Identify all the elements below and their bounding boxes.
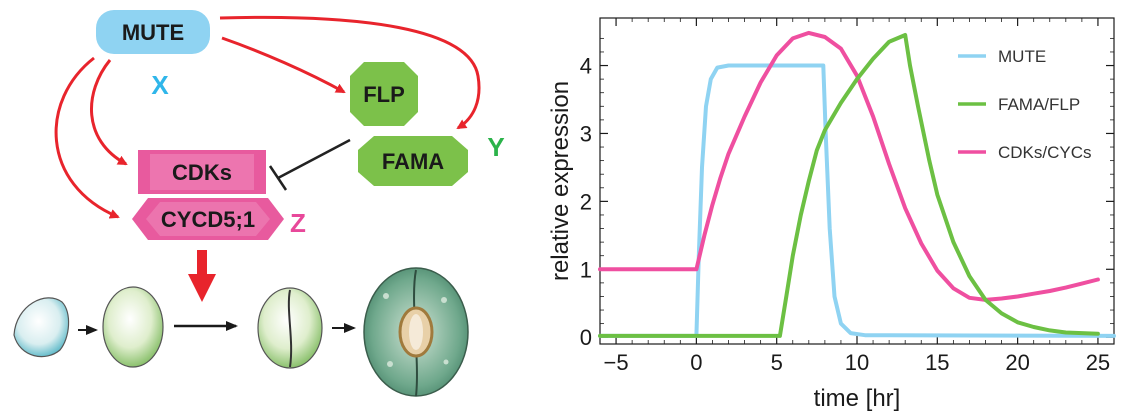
- y-tick-label: 2: [580, 189, 592, 214]
- x-tick-label: 25: [1086, 350, 1110, 375]
- legend-label: MUTE: [998, 47, 1046, 66]
- series-line-mute: [598, 63, 1116, 338]
- cycd5-node-label: CYCD5;1: [161, 207, 255, 232]
- arrow-mute-to-fama: [219, 15, 481, 130]
- inhibition-fama-cdks: [268, 138, 351, 191]
- chart-legend: MUTE FAMA/FLP CDKs/CYCs: [958, 47, 1092, 162]
- cell-gmc: [102, 286, 164, 368]
- flp-node-label: FLP: [363, 82, 405, 107]
- cdks-node: CDKs: [138, 150, 266, 194]
- arrow-mute-to-cycd: [54, 56, 120, 219]
- arrow-mute-to-flp: [221, 36, 346, 94]
- arrow-mute-to-cdks: [90, 59, 128, 166]
- division-arrow: [188, 250, 216, 302]
- mute-node: MUTE: [96, 10, 210, 54]
- y-tick-label: 1: [580, 257, 592, 282]
- regulatory-network-diagram: MUTE X FLP FAMA Y CDKs CYCD5;1 Z: [13, 10, 505, 397]
- expression-chart: 0 1 2 3 4 −5 0 5 10 15 20 25 relative expression t…: [547, 17, 1116, 412]
- x-tick-label: 10: [845, 350, 869, 375]
- y-tick-label: 0: [580, 325, 592, 350]
- cdks-node-label: CDKs: [172, 160, 232, 185]
- cell-dividing: [257, 287, 323, 369]
- legend-label: FAMA/FLP: [998, 95, 1080, 114]
- y-axis-label: relative expression: [547, 81, 574, 281]
- variable-y-label: Y: [487, 132, 504, 162]
- y-tick-label: 4: [580, 54, 592, 79]
- variable-z-label: Z: [290, 208, 306, 238]
- x-tick-label: 5: [771, 350, 783, 375]
- y-axis-ticks: 0 1 2 3 4: [580, 37, 1114, 350]
- flp-node: FLP: [350, 62, 418, 126]
- fama-node: FAMA: [358, 136, 468, 186]
- cell-guard-cells: [363, 267, 469, 397]
- series-lines: [598, 30, 1116, 338]
- x-tick-label: 20: [1005, 350, 1029, 375]
- y-tick-label: 3: [580, 121, 592, 146]
- x-axis-label: time [hr]: [814, 385, 901, 412]
- legend-label: CDKs/CYCs: [998, 143, 1092, 162]
- x-tick-label: 0: [690, 350, 702, 375]
- cycd5-node: CYCD5;1: [132, 198, 284, 240]
- fama-node-label: FAMA: [382, 149, 444, 174]
- series-line-cdks-cycs: [598, 30, 1100, 302]
- variable-x-label: X: [151, 70, 169, 100]
- x-tick-label: 15: [925, 350, 949, 375]
- mute-node-label: MUTE: [122, 20, 184, 45]
- cell-meristemoid: [13, 297, 70, 358]
- series-line-fama-flp: [598, 33, 1100, 338]
- x-tick-label: −5: [604, 350, 629, 375]
